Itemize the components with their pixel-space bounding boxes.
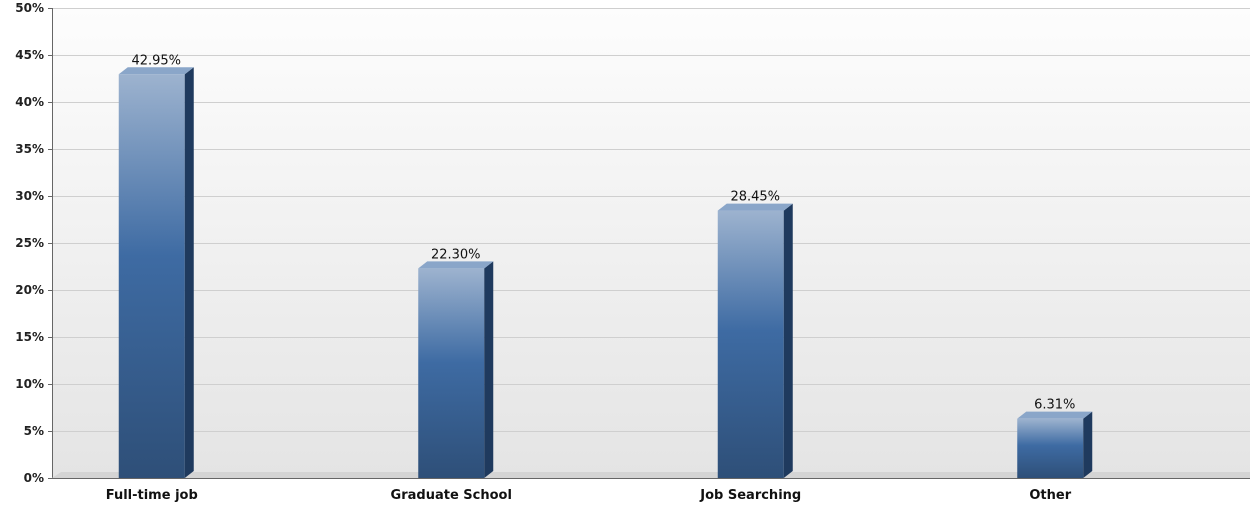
data-label: 22.30% bbox=[431, 247, 481, 262]
bar-front bbox=[118, 74, 185, 479]
bar-front bbox=[717, 210, 784, 478]
chart-floor bbox=[52, 472, 1250, 478]
bar-top bbox=[1017, 411, 1093, 419]
data-label: 6.31% bbox=[1034, 398, 1075, 413]
bar-1 bbox=[418, 261, 494, 478]
x-category-label: Other bbox=[1029, 488, 1071, 503]
bar-front bbox=[1017, 418, 1084, 478]
y-tick-label: 15% bbox=[15, 330, 44, 344]
data-labels: 42.95% 22.30% 28.45% 6.31% bbox=[131, 53, 1075, 412]
bar-side bbox=[1083, 411, 1093, 478]
y-tick-label: 10% bbox=[15, 377, 44, 391]
bar-2 bbox=[717, 203, 793, 478]
y-tick-label: 20% bbox=[15, 283, 44, 297]
y-tick-label: 30% bbox=[15, 189, 44, 203]
x-category-label: Full-time job bbox=[106, 488, 198, 503]
bar-side bbox=[783, 203, 793, 478]
axes bbox=[52, 8, 1250, 479]
bar-top bbox=[418, 261, 494, 269]
bar-front bbox=[418, 268, 485, 478]
bar-side bbox=[184, 67, 194, 479]
x-axis-category-labels: Full-time job Graduate School Job Searchin… bbox=[106, 488, 1072, 503]
x-category-label: Graduate School bbox=[391, 488, 512, 503]
bar-top bbox=[717, 203, 793, 211]
bar-3 bbox=[1017, 411, 1093, 478]
y-tick-label: 25% bbox=[15, 236, 44, 250]
y-tick-label: 35% bbox=[15, 142, 44, 156]
y-axis-tick-labels: 0% 5% 10% 15% 20% 25% 30% 35% 40% 45% 50% bbox=[15, 1, 52, 485]
bars bbox=[118, 67, 1093, 479]
y-tick-label: 40% bbox=[15, 95, 44, 109]
y-tick-label: 5% bbox=[24, 424, 44, 438]
y-tick-label: 45% bbox=[15, 48, 44, 62]
gridlines bbox=[52, 8, 1250, 432]
data-label: 28.45% bbox=[730, 190, 780, 205]
bar-0 bbox=[118, 67, 194, 479]
x-category-label: Job Searching bbox=[699, 488, 801, 503]
bar-top bbox=[118, 67, 194, 75]
y-tick-label: 0% bbox=[24, 471, 44, 485]
y-tick-label: 50% bbox=[15, 1, 44, 15]
data-label: 42.95% bbox=[131, 53, 181, 68]
bar-side bbox=[484, 261, 494, 478]
